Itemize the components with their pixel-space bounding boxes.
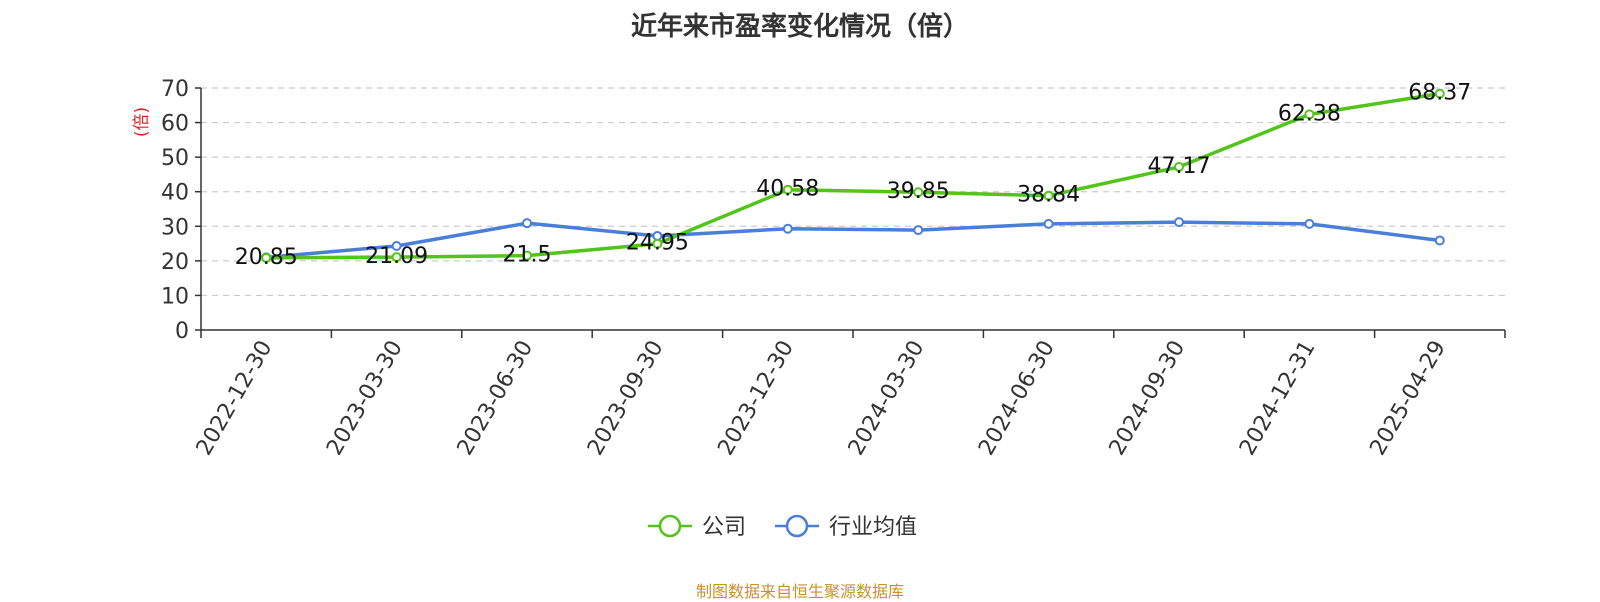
legend-swatch-marker — [785, 514, 809, 538]
data-label: 39.85 — [887, 179, 950, 204]
y-axis-label: (倍) — [132, 107, 152, 137]
x-tick-label: 2023-12-30 — [713, 337, 799, 460]
x-tick-label: 2023-03-30 — [322, 337, 408, 460]
y-tick-label: 0 — [175, 319, 189, 344]
y-tick-label: 20 — [161, 250, 189, 275]
data-point — [522, 250, 532, 261]
legend-label: 行业均值 — [829, 515, 917, 540]
x-tick-label: 2022-12-30 — [192, 337, 278, 460]
data-label: 68.37 — [1408, 81, 1471, 106]
series-group — [261, 88, 1445, 263]
x-tick-label: 2024-12-31 — [1235, 337, 1321, 460]
data-point — [913, 225, 924, 236]
data-point — [1434, 235, 1445, 246]
data-label: 38.84 — [1017, 183, 1080, 208]
y-tick-label: 60 — [161, 112, 189, 137]
data-point — [652, 238, 663, 249]
x-tick-label: 2024-09-30 — [1105, 337, 1191, 460]
y-tick-label: 50 — [161, 146, 189, 171]
data-label: 24.95 — [626, 231, 689, 256]
series-line — [266, 91, 1441, 260]
y-tick-label: 30 — [161, 215, 189, 240]
data-point — [391, 240, 402, 251]
x-axis: 2022-12-30 2023-03-30 2023-06-30 2023-09-30… — [192, 329, 1506, 460]
data-point — [1043, 218, 1054, 229]
data-point — [1043, 190, 1054, 201]
data-point — [522, 218, 532, 229]
legend-swatch-marker — [658, 514, 682, 538]
data-point — [1174, 217, 1184, 228]
data-label: 47.17 — [1148, 154, 1211, 179]
data-point — [782, 184, 793, 195]
chart-title: 近年来市盈率变化情况（倍） — [630, 12, 969, 42]
x-tick-label: 2023-06-30 — [453, 337, 539, 460]
legend: 公司 行业均值 — [648, 514, 917, 540]
data-label: 21.09 — [365, 244, 428, 269]
x-tick-label: 2025-04-29 — [1365, 337, 1451, 460]
data-label: 21.5 — [503, 243, 552, 268]
y-tick-label: 70 — [161, 77, 189, 102]
x-tick-label: 2024-06-30 — [974, 337, 1060, 460]
data-point — [1304, 218, 1315, 229]
data-point — [1434, 88, 1445, 99]
data-point — [782, 223, 793, 234]
x-tick-label: 2023-09-30 — [583, 337, 669, 460]
y-tick-label: 40 — [161, 181, 189, 206]
y-axis: 0 10 20 30 40 50 60 70 (倍) — [132, 77, 202, 344]
legend-label: 公司 — [702, 515, 746, 540]
data-label: 40.58 — [756, 177, 819, 202]
data-label: 62.38 — [1278, 101, 1341, 126]
data-point — [913, 187, 924, 198]
y-tick-label: 10 — [161, 284, 189, 309]
data-source-note: 制图数据来自恒生聚源数据库 — [695, 582, 904, 601]
data-point — [391, 252, 402, 263]
data-point — [261, 252, 272, 263]
data-point — [1174, 161, 1184, 172]
data-labels: 20.85 21.09 21.5 24.95 40.58 39.85 38.84 47.17 6… — [235, 81, 1472, 270]
data-label: 20.85 — [235, 245, 298, 270]
series-line — [266, 220, 1441, 260]
x-tick-label: 2024-03-30 — [844, 337, 930, 460]
data-point — [1304, 109, 1315, 120]
